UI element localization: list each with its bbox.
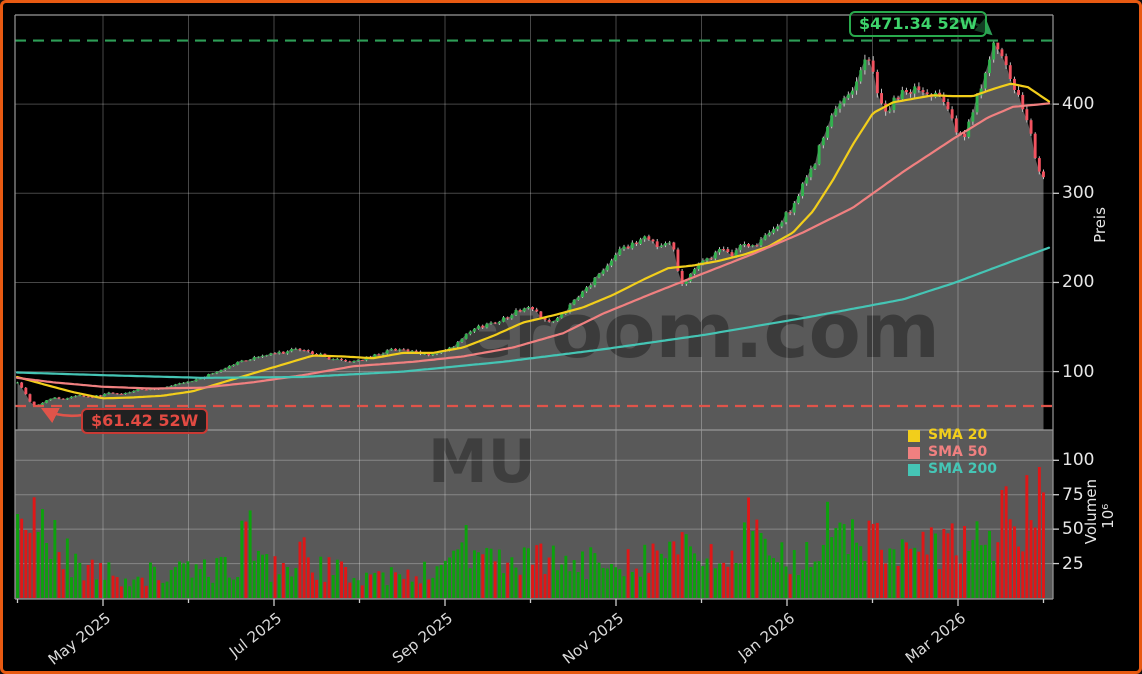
legend-label: SMA 200	[928, 461, 997, 477]
volume-bars	[16, 467, 1045, 598]
ticker-watermark: MU	[428, 427, 536, 497]
candles-and-sma-lines	[15, 40, 1051, 406]
legend-item-sma50: SMA 50	[908, 444, 997, 461]
sma-legend: SMA 20 SMA 50 SMA 200	[908, 427, 997, 478]
price-area-fill	[17, 42, 1044, 430]
gridlines	[15, 15, 1053, 599]
legend-label: SMA 50	[928, 444, 988, 460]
site-watermark: eroom.com	[462, 286, 940, 375]
52w-high-label: $471.34 52W	[849, 11, 988, 37]
legend-item-sma200: SMA 200	[908, 461, 997, 478]
legend-label: SMA 20	[928, 427, 988, 443]
sma50-swatch	[908, 446, 920, 459]
sma200-swatch	[908, 463, 920, 476]
52w-low-label: $61.42 52W	[81, 408, 209, 434]
legend-item-sma20: SMA 20	[908, 427, 997, 444]
price-volume-chart: eroom.com MU	[14, 14, 1059, 606]
sma20-swatch	[908, 429, 920, 442]
